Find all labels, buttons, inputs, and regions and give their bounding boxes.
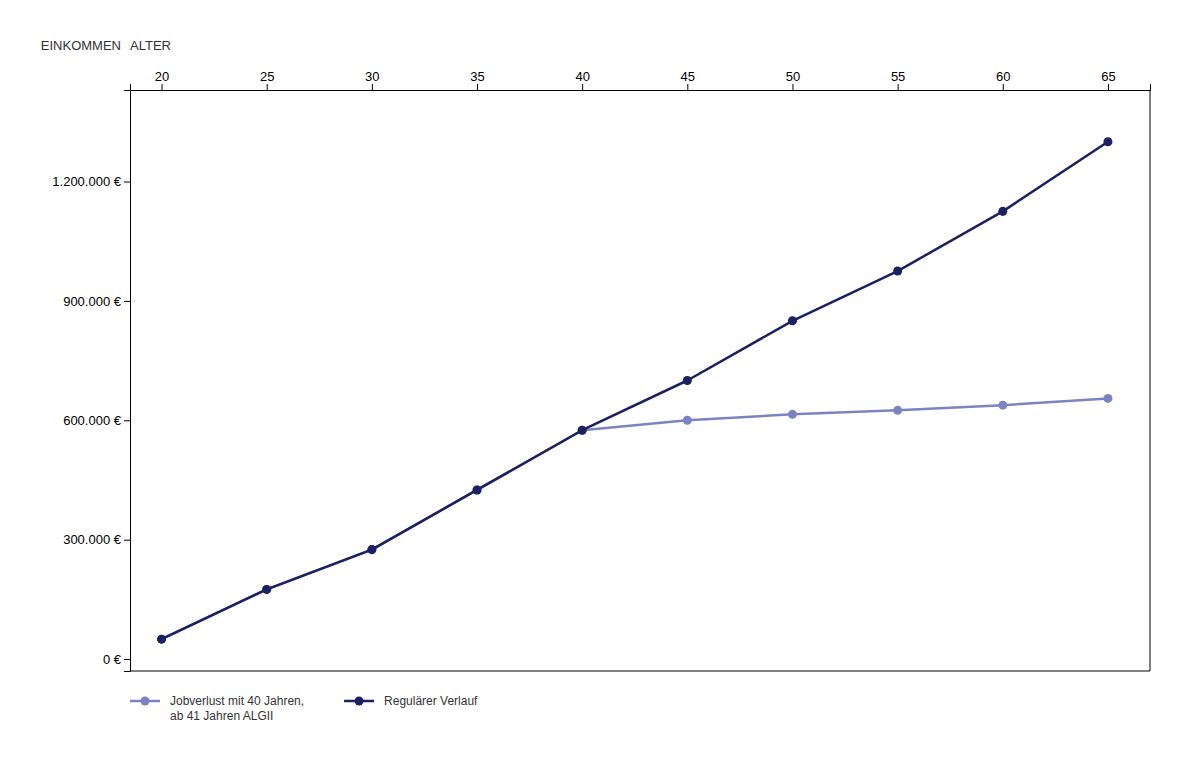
- tick-label: 1.200.000 €: [52, 174, 121, 189]
- tick: 40: [575, 69, 589, 90]
- tick: 60: [996, 69, 1010, 90]
- series: [157, 394, 1112, 644]
- tick-mark: [124, 182, 130, 183]
- plot: 20 25 30 35 40 45 50 55 60 65 0 € 300.000 € 600.000 …: [41, 38, 1151, 672]
- point: [788, 410, 797, 419]
- tick-label: 50: [786, 69, 800, 84]
- tick-mark: [124, 420, 130, 421]
- line: [162, 398, 1108, 639]
- point: [1103, 137, 1112, 146]
- tick-label: 900.000 €: [63, 294, 122, 309]
- tick-label: 65: [1101, 69, 1115, 84]
- tick-label: 600.000 €: [63, 413, 122, 428]
- tick-label: 40: [575, 69, 589, 84]
- tick-label: 60: [996, 69, 1010, 84]
- tick: 900.000 €: [63, 294, 130, 309]
- tick: 35: [470, 69, 484, 90]
- series: [157, 137, 1112, 643]
- tick-mark: [898, 84, 899, 90]
- tick-label: 35: [470, 69, 484, 84]
- chart: 20 25 30 35 40 45 50 55 60 65 0 € 300.000 € 600.000 …: [0, 0, 1200, 771]
- legend-label-line: Jobverlust mit 40 Jahren,: [170, 694, 304, 708]
- tick: 0 €: [103, 652, 130, 667]
- y-axis-title: EINKOMMEN: [41, 38, 121, 53]
- legend-marker: [355, 697, 364, 706]
- tick: 50: [786, 69, 800, 90]
- tick: 20: [155, 69, 169, 90]
- legend: Jobverlust mit 40 Jahren,ab 41 Jahren AL…: [130, 694, 478, 722]
- point: [262, 585, 271, 594]
- point: [893, 267, 902, 276]
- point: [683, 416, 692, 425]
- point: [367, 545, 376, 554]
- point: [578, 426, 587, 435]
- point: [578, 426, 587, 435]
- x-axis: 20 25 30 35 40 45 50 55 60 65: [131, 69, 1151, 91]
- tick-mark: [687, 84, 688, 90]
- tick-label: 0 €: [103, 652, 122, 667]
- axis-line: [124, 91, 131, 672]
- point: [998, 401, 1007, 410]
- tick-mark: [477, 84, 478, 90]
- tick: 45: [681, 69, 695, 90]
- y-axis: 0 € 300.000 € 600.000 € 900.000 € 1.200.000 …: [52, 91, 130, 672]
- tick: 65: [1101, 69, 1115, 90]
- point: [1103, 394, 1112, 403]
- point: [683, 376, 692, 385]
- tick-mark: [372, 84, 373, 90]
- point: [998, 207, 1007, 216]
- point: [893, 406, 902, 415]
- point: [788, 316, 797, 325]
- tick-mark: [1108, 84, 1109, 90]
- line: [162, 142, 1108, 639]
- x-axis-title: ALTER: [130, 38, 171, 53]
- tick: 55: [891, 69, 905, 90]
- legend-item: Regulärer Verlauf: [344, 694, 478, 708]
- tick-label: 55: [891, 69, 905, 84]
- tick-mark: [162, 84, 163, 90]
- point: [472, 485, 481, 494]
- point: [367, 545, 376, 554]
- axis-line: [131, 84, 1151, 91]
- legend-item: Jobverlust mit 40 Jahren,ab 41 Jahren AL…: [130, 694, 304, 722]
- tick: 600.000 €: [63, 413, 130, 428]
- tick-label: 30: [365, 69, 379, 84]
- tick-mark: [267, 84, 268, 90]
- tick-label: 45: [681, 69, 695, 84]
- tick: 25: [260, 69, 274, 90]
- legend-marker: [141, 697, 150, 706]
- point: [157, 635, 166, 644]
- tick: 30: [365, 69, 379, 90]
- tick-label: 300.000 €: [63, 532, 122, 547]
- marks: [157, 137, 1112, 643]
- legend-label-line: ab 41 Jahren ALGII: [170, 709, 273, 723]
- tick: 300.000 €: [63, 532, 130, 547]
- legend-label-line: Regulärer Verlauf: [384, 694, 478, 708]
- frame: [1150, 90, 1151, 671]
- tick-mark: [792, 84, 793, 90]
- tick-label: 20: [155, 69, 169, 84]
- point: [262, 585, 271, 594]
- legend-label: Jobverlust mit 40 Jahren,ab 41 Jahren AL…: [170, 694, 304, 722]
- point: [157, 635, 166, 644]
- point: [472, 485, 481, 494]
- legend-label: Regulärer Verlauf: [384, 694, 478, 708]
- tick-mark: [1003, 84, 1004, 90]
- tick-mark: [124, 540, 130, 541]
- tick: 1.200.000 €: [52, 174, 130, 189]
- frame: [130, 671, 1150, 672]
- tick-mark: [124, 301, 130, 302]
- tick-label: 25: [260, 69, 274, 84]
- tick-mark: [124, 659, 130, 660]
- tick-mark: [582, 84, 583, 90]
